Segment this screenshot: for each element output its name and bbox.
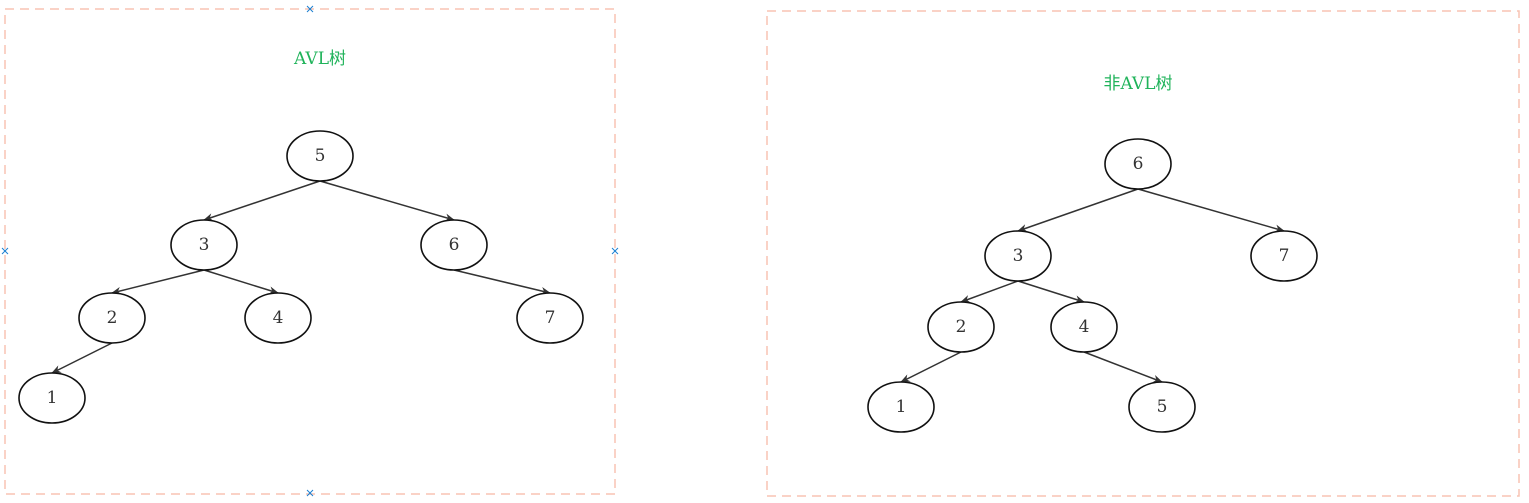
node-label: 7 bbox=[1279, 246, 1290, 266]
node-label: 1 bbox=[896, 397, 907, 417]
edge-avl-n2-n1[interactable] bbox=[51, 342, 113, 374]
node-label: 2 bbox=[107, 308, 118, 328]
tree-node-avl-2[interactable]: 2 bbox=[78, 292, 146, 344]
node-ellipse bbox=[1128, 381, 1196, 433]
node-ellipse bbox=[927, 301, 995, 353]
node-ellipse bbox=[78, 292, 146, 344]
edge-non-avl-m2-m1[interactable] bbox=[900, 351, 962, 383]
node-label: 5 bbox=[315, 146, 326, 166]
node-ellipse bbox=[244, 292, 312, 344]
tree-node-non-avl-6[interactable]: 6 bbox=[1104, 138, 1172, 190]
tree-node-non-avl-4[interactable]: 4 bbox=[1050, 301, 1118, 353]
panel-avl-title: AVL树 bbox=[293, 49, 346, 69]
panel-avl: AVL树 5 3 6 2 4 7 1 bbox=[1, 5, 619, 497]
node-label: 3 bbox=[1013, 246, 1024, 266]
tree-node-avl-7[interactable]: 7 bbox=[516, 292, 584, 344]
node-ellipse bbox=[286, 130, 354, 182]
node-label: 6 bbox=[1133, 154, 1144, 174]
node-ellipse bbox=[984, 230, 1052, 282]
panel-non-avl-title: 非AVL树 bbox=[1104, 74, 1173, 94]
edge-avl-n6-n7[interactable] bbox=[453, 269, 551, 295]
node-label: 6 bbox=[449, 235, 460, 255]
tree-node-avl-3[interactable]: 3 bbox=[170, 219, 238, 271]
node-ellipse bbox=[867, 381, 935, 433]
node-label: 1 bbox=[47, 388, 58, 408]
edge-avl-n3-n2[interactable] bbox=[111, 269, 205, 295]
resize-handle-top[interactable] bbox=[306, 5, 314, 13]
edge-non-avl-m3-m4[interactable] bbox=[1017, 280, 1085, 304]
edge-avl-n5-n3[interactable] bbox=[203, 180, 321, 221]
tree-node-avl-4[interactable]: 4 bbox=[244, 292, 312, 344]
node-label: 4 bbox=[273, 308, 284, 328]
tree-node-non-avl-1[interactable]: 1 bbox=[867, 381, 935, 433]
panel-non-avl-edges bbox=[900, 188, 1285, 383]
panel-non-avl-frame bbox=[766, 10, 1520, 497]
tree-node-non-avl-7[interactable]: 7 bbox=[1250, 230, 1318, 282]
resize-handle-right[interactable] bbox=[611, 247, 619, 255]
node-label: 3 bbox=[199, 235, 210, 255]
node-ellipse bbox=[420, 219, 488, 271]
node-label: 4 bbox=[1079, 317, 1090, 337]
selection-handles[interactable] bbox=[1, 5, 619, 497]
tree-node-non-avl-3[interactable]: 3 bbox=[984, 230, 1052, 282]
tree-node-avl-1[interactable]: 1 bbox=[18, 372, 86, 424]
edge-non-avl-m3-m2[interactable] bbox=[960, 280, 1019, 303]
resize-handle-left[interactable] bbox=[1, 247, 9, 255]
resize-handle-bottom[interactable] bbox=[306, 489, 314, 497]
edge-avl-n3-n4[interactable] bbox=[203, 269, 279, 295]
node-ellipse bbox=[170, 219, 238, 271]
panel-avl-frame bbox=[4, 8, 616, 495]
edge-non-avl-m6-m3[interactable] bbox=[1017, 188, 1139, 232]
tree-node-avl-5[interactable]: 5 bbox=[286, 130, 354, 182]
edge-non-avl-m6-m7[interactable] bbox=[1137, 188, 1285, 233]
panel-avl-nodes: 5 3 6 2 4 7 1 bbox=[18, 130, 584, 424]
tree-node-non-avl-5[interactable]: 5 bbox=[1128, 381, 1196, 433]
panel-non-avl: 非AVL树 6 3 7 2 4 1 5 bbox=[766, 10, 1520, 497]
node-label: 5 bbox=[1157, 397, 1168, 417]
tree-node-non-avl-2[interactable]: 2 bbox=[927, 301, 995, 353]
panel-non-avl-nodes: 6 3 7 2 4 1 5 bbox=[867, 138, 1318, 433]
node-ellipse bbox=[18, 372, 86, 424]
node-ellipse bbox=[1050, 301, 1118, 353]
panel-avl-edges bbox=[51, 180, 551, 374]
edge-non-avl-m4-m5[interactable] bbox=[1083, 351, 1163, 383]
node-ellipse bbox=[1250, 230, 1318, 282]
node-label: 7 bbox=[545, 308, 556, 328]
node-ellipse bbox=[1104, 138, 1172, 190]
edge-avl-n5-n6[interactable] bbox=[319, 180, 455, 222]
node-label: 2 bbox=[956, 317, 967, 337]
tree-node-avl-6[interactable]: 6 bbox=[420, 219, 488, 271]
node-ellipse bbox=[516, 292, 584, 344]
